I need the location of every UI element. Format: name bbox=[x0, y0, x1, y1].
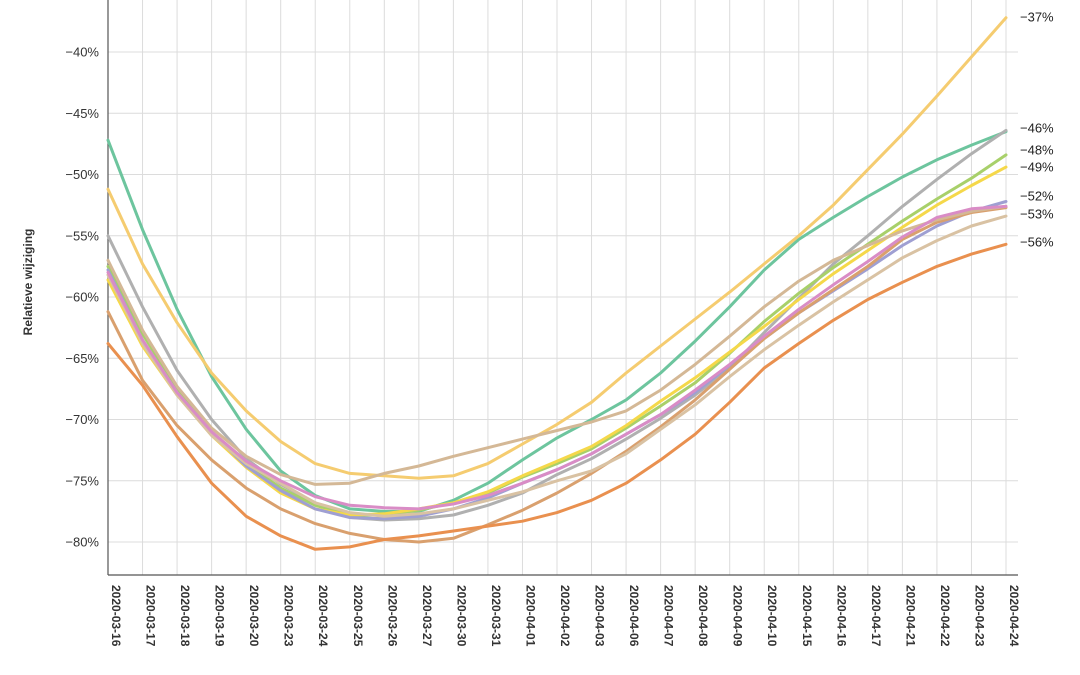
y-axis-label: Relatieve wijziging bbox=[21, 229, 35, 336]
y-axis-ticks: −40% −45% −50% −55% −60% −65% −70% −75% −80% bbox=[65, 45, 99, 550]
end-value-label: −48% bbox=[1020, 143, 1054, 158]
x-tick-label: 2020-03-18 bbox=[178, 585, 192, 647]
y-tick-label: −45% bbox=[65, 106, 99, 121]
x-tick-label: 2020-04-15 bbox=[800, 585, 814, 647]
end-labels: −37% −46% −48% −49% −52% −53% −56% bbox=[1020, 10, 1054, 250]
series-line bbox=[106, 130, 1008, 513]
x-tick-label: 2020-03-25 bbox=[351, 585, 365, 647]
series-group bbox=[106, 16, 1008, 551]
y-tick-label: −40% bbox=[65, 45, 99, 60]
x-tick-label: 2020-03-19 bbox=[213, 585, 227, 647]
x-tick-label: 2020-03-26 bbox=[385, 585, 399, 647]
series-line bbox=[106, 214, 1008, 518]
x-tick-label: 2020-04-08 bbox=[696, 585, 710, 647]
end-value-label: −52% bbox=[1020, 189, 1054, 204]
x-tick-label: 2020-03-30 bbox=[454, 585, 468, 647]
x-tick-label: 2020-03-27 bbox=[420, 585, 434, 647]
x-tick-label: 2020-04-24 bbox=[1007, 585, 1021, 647]
x-tick-label: 2020-03-17 bbox=[144, 585, 158, 647]
x-tick-label: 2020-04-21 bbox=[903, 585, 917, 647]
x-tick-label: 2020-04-10 bbox=[765, 585, 779, 647]
x-tick-label: 2020-03-31 bbox=[489, 585, 503, 647]
y-tick-label: −80% bbox=[65, 535, 99, 550]
y-tick-label: −55% bbox=[65, 228, 99, 243]
x-tick-label: 2020-04-01 bbox=[523, 585, 537, 647]
x-axis-ticks: 2020-03-16 2020-03-17 2020-03-18 2020-03-19… bbox=[109, 585, 1021, 647]
series-line bbox=[106, 242, 1008, 551]
y-tick-label: −65% bbox=[65, 351, 99, 366]
y-tick-label: −75% bbox=[65, 473, 99, 488]
x-tick-label: 2020-04-02 bbox=[558, 585, 572, 647]
x-tick-label: 2020-03-16 bbox=[109, 585, 123, 647]
x-tick-label: 2020-04-09 bbox=[731, 585, 745, 647]
series-line bbox=[106, 16, 1008, 480]
series-line bbox=[106, 204, 1008, 486]
end-value-label: −37% bbox=[1020, 10, 1054, 25]
x-tick-label: 2020-03-24 bbox=[316, 585, 330, 647]
y-tick-label: −50% bbox=[65, 167, 99, 182]
x-tick-label: 2020-04-16 bbox=[834, 585, 848, 647]
x-tick-label: 2020-04-07 bbox=[662, 585, 676, 647]
series-line bbox=[106, 206, 1008, 544]
x-tick-label: 2020-03-23 bbox=[282, 585, 296, 647]
end-value-label: −49% bbox=[1020, 160, 1054, 175]
x-tick-label: 2020-03-20 bbox=[247, 585, 261, 647]
x-tick-label: 2020-04-06 bbox=[627, 585, 641, 647]
end-value-label: −46% bbox=[1020, 121, 1054, 136]
x-tick-label: 2020-04-17 bbox=[869, 585, 883, 647]
x-tick-label: 2020-04-23 bbox=[972, 585, 986, 647]
series-line bbox=[106, 204, 1008, 511]
x-tick-label: 2020-04-03 bbox=[593, 585, 607, 647]
y-tick-label: −70% bbox=[65, 412, 99, 427]
y-tick-label: −60% bbox=[65, 290, 99, 305]
x-tick-label: 2020-04-22 bbox=[938, 585, 952, 647]
end-value-label: −56% bbox=[1020, 235, 1054, 250]
gridlines bbox=[107, 0, 1018, 576]
end-value-label: −53% bbox=[1020, 207, 1054, 222]
